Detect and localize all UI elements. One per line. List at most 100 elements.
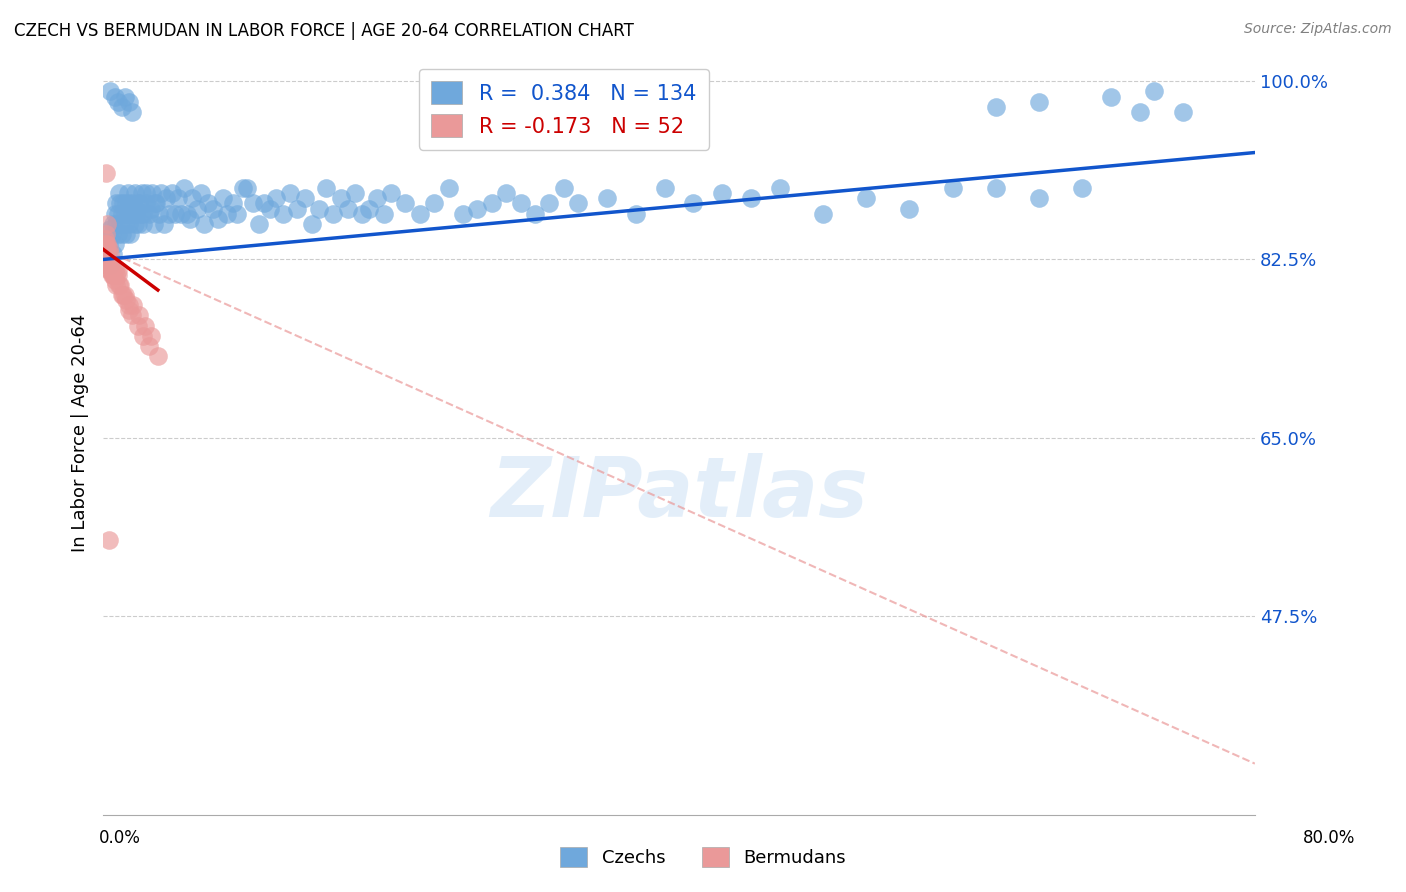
Legend: R =  0.384   N = 134, R = -0.173   N = 52: R = 0.384 N = 134, R = -0.173 N = 52 (419, 69, 709, 150)
Point (322, 207, 344, 221)
Point (567, 196, 589, 211)
Point (222, 196, 245, 211)
Point (97, 242, 120, 256)
Point (128, 196, 150, 211)
Point (103, 217, 125, 231)
Point (380, 186, 402, 201)
Point (105, 268, 128, 282)
Point (509, 196, 531, 211)
Point (359, 202, 381, 216)
Point (984, 181, 1007, 195)
Point (111, 288, 134, 302)
Point (94, 166, 117, 180)
Point (132, 217, 155, 231)
Point (138, 339, 160, 353)
Point (112, 196, 135, 211)
Point (165, 207, 187, 221)
Point (96, 252, 118, 267)
Text: 80.0%: 80.0% (1302, 829, 1355, 847)
Point (232, 181, 254, 195)
Point (278, 186, 301, 201)
Point (107, 95, 129, 109)
Point (100, 268, 122, 282)
Point (207, 211, 229, 226)
Point (167, 191, 190, 205)
Point (115, 196, 138, 211)
Point (141, 186, 163, 201)
Point (128, 309, 150, 323)
Point (259, 202, 281, 216)
Point (96, 237, 118, 252)
Point (127, 217, 149, 231)
Point (117, 186, 139, 201)
Point (118, 303, 141, 318)
Point (236, 181, 259, 195)
Point (93, 232, 115, 246)
Point (131, 186, 153, 201)
Point (301, 217, 323, 231)
Point (118, 217, 141, 231)
Point (129, 207, 152, 221)
Point (97, 237, 120, 252)
Point (111, 100, 134, 114)
Point (96, 258, 118, 272)
Point (122, 196, 145, 211)
Point (135, 186, 157, 201)
Point (115, 227, 138, 241)
Point (1129, 104, 1152, 119)
Point (394, 196, 416, 211)
Point (855, 191, 877, 205)
Point (118, 196, 141, 211)
Point (98, 247, 121, 261)
Point (93, 242, 115, 256)
Point (143, 196, 166, 211)
Point (211, 191, 233, 205)
Point (1143, 84, 1166, 98)
Point (624, 207, 647, 221)
Point (118, 95, 141, 109)
Point (115, 293, 138, 308)
Point (108, 186, 131, 201)
Point (118, 298, 141, 312)
Point (941, 181, 963, 195)
Point (96, 217, 118, 231)
Point (215, 207, 238, 221)
Point (344, 186, 367, 201)
Point (329, 191, 352, 205)
Point (132, 207, 155, 221)
Point (437, 181, 460, 195)
Point (105, 196, 128, 211)
Point (160, 186, 183, 201)
Point (114, 288, 136, 302)
Point (124, 186, 146, 201)
Point (107, 262, 129, 277)
Point (100, 227, 122, 241)
Point (104, 273, 127, 287)
Point (121, 207, 143, 221)
Point (125, 207, 148, 221)
Point (121, 309, 143, 323)
Point (654, 181, 676, 195)
Point (125, 202, 148, 216)
Point (138, 207, 160, 221)
Y-axis label: In Labor Force | Age 20-64: In Labor Force | Age 20-64 (72, 313, 89, 552)
Point (105, 217, 128, 231)
Point (1028, 95, 1050, 109)
Point (104, 262, 127, 277)
Point (740, 191, 762, 205)
Point (94, 227, 117, 241)
Point (98, 222, 121, 236)
Point (108, 277, 131, 292)
Point (104, 237, 127, 252)
Point (157, 207, 180, 221)
Point (553, 181, 575, 195)
Point (100, 258, 122, 272)
Point (1099, 89, 1122, 103)
Point (120, 227, 142, 241)
Point (423, 196, 446, 211)
Legend: Czechs, Bermudans: Czechs, Bermudans (553, 839, 853, 874)
Point (538, 196, 561, 211)
Point (111, 207, 134, 221)
Point (186, 202, 208, 216)
Point (107, 268, 129, 282)
